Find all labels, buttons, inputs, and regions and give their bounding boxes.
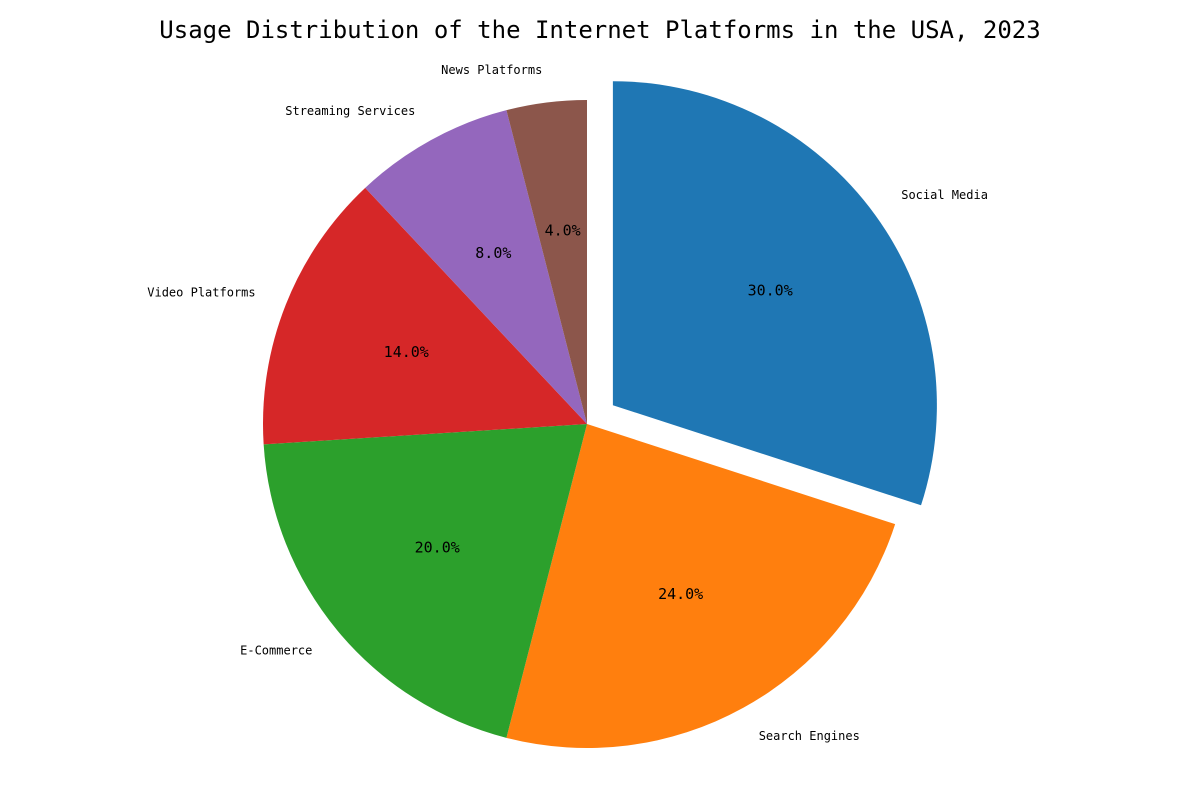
pie-slice-label: Social Media (901, 188, 988, 202)
pie-percent-label: 20.0% (415, 538, 460, 556)
pie-slice-streaming-services (365, 110, 587, 425)
percent-labels: 30.0% 24.0% 20.0% 14.0% 8.0% 4.0% (384, 222, 793, 603)
pie-percent-label: 8.0% (475, 244, 511, 262)
pie-slice-label: E-Commerce (240, 644, 312, 658)
pie-percent-label: 30.0% (748, 281, 793, 299)
pie-percent-label: 4.0% (545, 222, 581, 240)
pie-slice-label: Video Platforms (147, 285, 255, 299)
pie-slice-social-media (612, 81, 937, 506)
pie-percent-label: 24.0% (658, 585, 703, 603)
pie-percent-label: 14.0% (384, 343, 429, 361)
pie-slice-label: News Platforms (441, 63, 542, 77)
pie-slice-video-platforms (263, 187, 587, 445)
pie-slice-news-platforms (506, 100, 587, 424)
pie-slice-search-engines (506, 424, 896, 748)
pie-slice-label: Streaming Services (285, 104, 415, 118)
slice-labels: Social Media Search Engines E-Commerce Vide… (147, 63, 988, 743)
pie-slices (263, 81, 937, 748)
pie-slice-label: Search Engines (759, 729, 860, 743)
pie-slice-e-commerce (263, 424, 587, 738)
chart-title: Usage Distribution of the Internet Platf… (159, 16, 1040, 44)
